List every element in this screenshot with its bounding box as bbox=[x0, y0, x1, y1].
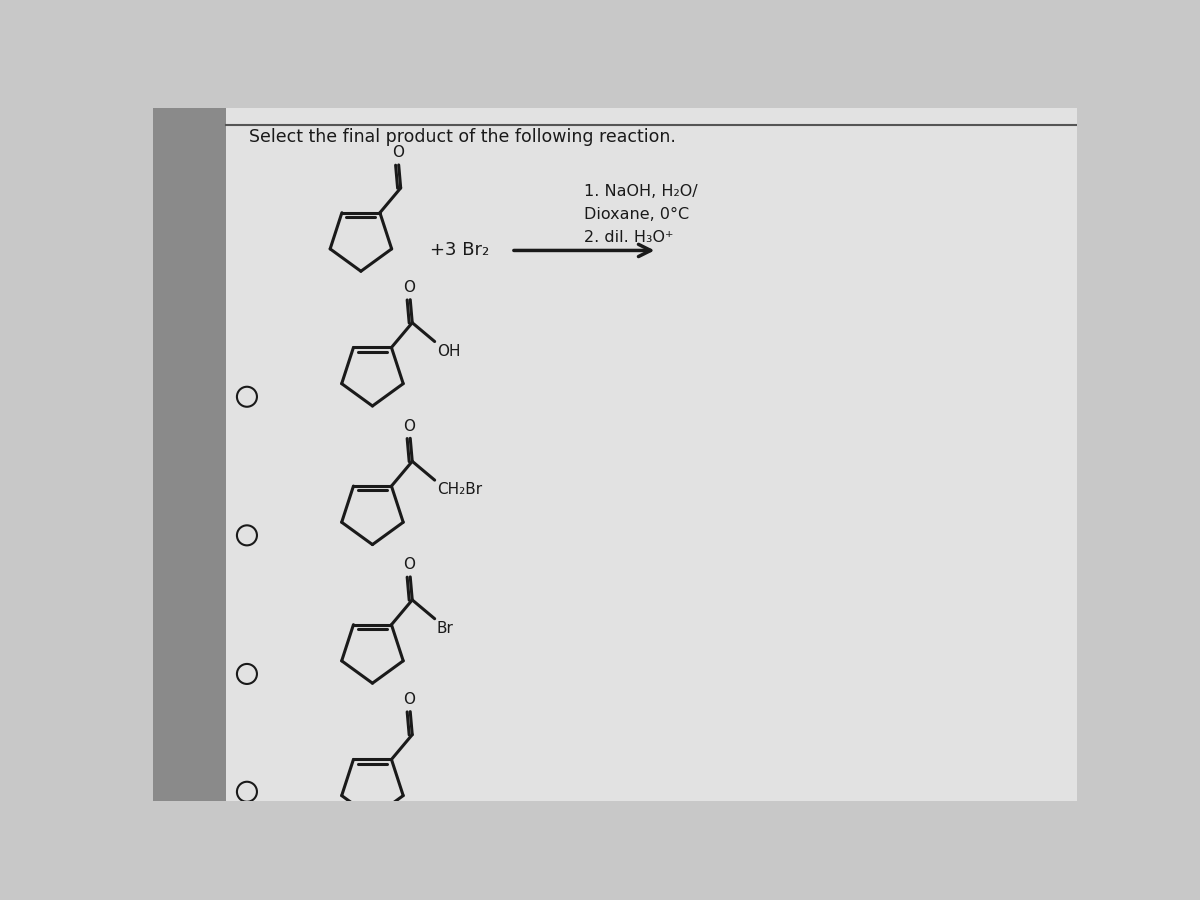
Text: O: O bbox=[403, 557, 415, 572]
Text: +3 Br₂: +3 Br₂ bbox=[431, 241, 490, 259]
Text: Select the final product of the following reaction.: Select the final product of the followin… bbox=[250, 129, 676, 147]
Text: Dioxane, 0°C: Dioxane, 0°C bbox=[584, 207, 689, 222]
Text: 1. NaOH, H₂O/: 1. NaOH, H₂O/ bbox=[584, 184, 698, 199]
Text: O: O bbox=[391, 145, 403, 160]
Text: CH₂Br: CH₂Br bbox=[437, 482, 482, 498]
Text: 2. dil. H₃O⁺: 2. dil. H₃O⁺ bbox=[584, 230, 673, 245]
Text: OH: OH bbox=[437, 344, 461, 359]
Text: O: O bbox=[403, 692, 415, 707]
Text: Br: Br bbox=[437, 621, 454, 636]
Bar bbox=[154, 108, 226, 801]
Text: O: O bbox=[403, 280, 415, 295]
Text: O: O bbox=[403, 418, 415, 434]
